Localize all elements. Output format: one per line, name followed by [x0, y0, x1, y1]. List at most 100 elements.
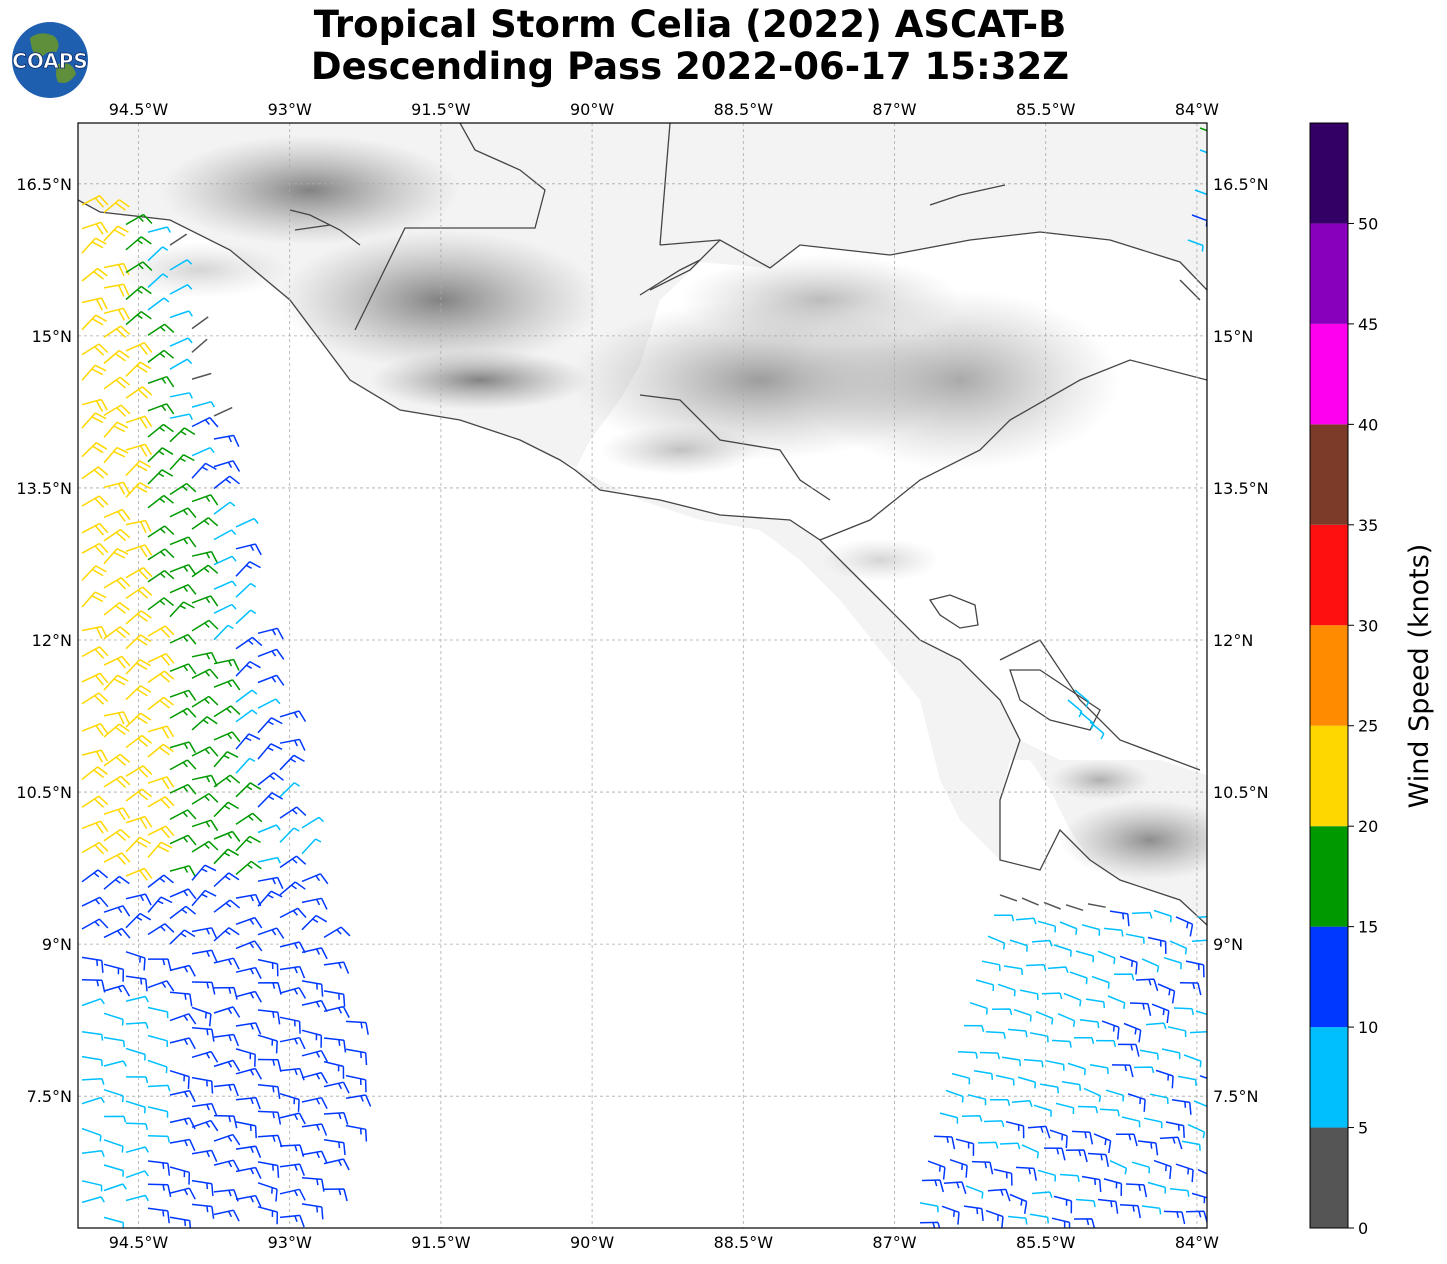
- wind-barb: [301, 1176, 325, 1192]
- wind-barb: [81, 522, 109, 536]
- wind-barb: [301, 999, 328, 1013]
- logo-text: COAPS: [12, 49, 88, 73]
- wind-barb: [345, 1074, 367, 1093]
- wind-barb: [81, 195, 109, 208]
- colorbar-tick-label: 0: [1358, 1219, 1368, 1238]
- wind-barb: [125, 788, 153, 802]
- wind-barb: [81, 442, 108, 458]
- wind-barb: [1083, 1087, 1102, 1103]
- wind-barb: [1051, 1217, 1071, 1228]
- colorbar-tick-label: 30: [1358, 616, 1378, 635]
- wind-barb: [1121, 1116, 1141, 1128]
- wind-barb: [1045, 1060, 1065, 1071]
- wind-barb: [103, 325, 131, 338]
- wind-barb: [213, 434, 240, 448]
- wind-barb: [81, 297, 108, 311]
- wind-barb: [301, 873, 329, 885]
- wind-barb: [147, 548, 175, 561]
- wind-barb: [103, 376, 131, 390]
- wind-barb: [279, 738, 306, 751]
- wind-barb: [943, 1181, 967, 1195]
- wind-barb: [1191, 939, 1207, 942]
- wind-barb: [169, 284, 193, 295]
- title-line-1: Tropical Storm Celia (2022) ASCAT-B: [313, 3, 1067, 46]
- wind-barb: [147, 1183, 172, 1198]
- wind-barb: [235, 1048, 256, 1067]
- wind-barb: [169, 783, 197, 795]
- wind-barb: [1015, 1166, 1038, 1181]
- wind-barb: [1173, 1007, 1195, 1015]
- wind-barb: [125, 1122, 149, 1131]
- wind-barb: [191, 372, 212, 380]
- wind-barb: [169, 427, 196, 443]
- wind-barb: [945, 1089, 964, 1103]
- wind-barb: [323, 961, 350, 974]
- wind-barb: [1037, 1169, 1057, 1182]
- wind-barb: [81, 956, 104, 973]
- wind-barb: [125, 1170, 149, 1179]
- wind-barb: [279, 827, 300, 843]
- wind-barb: [927, 1160, 946, 1180]
- wind-barb: [1029, 1213, 1049, 1224]
- wind-barb: [213, 1209, 240, 1222]
- wind-barb: [125, 658, 151, 675]
- wind-barb: [1059, 921, 1078, 935]
- wind-barb: [213, 679, 241, 691]
- wind-barb: [147, 743, 174, 758]
- wind-barb: [1061, 1081, 1082, 1091]
- wind-barb: [1007, 1215, 1028, 1225]
- wind-barb: [955, 1138, 975, 1156]
- wind-barb: [1193, 1100, 1207, 1108]
- wind-barb: [279, 1163, 305, 1176]
- wind-barb: [1149, 1093, 1169, 1105]
- wind-barb: [1105, 1089, 1125, 1102]
- wind-barb: [999, 894, 1018, 902]
- wind-barb: [169, 1089, 196, 1103]
- wind-barb: [191, 668, 219, 680]
- wind-barb: [125, 815, 153, 829]
- wind-barb: [103, 404, 131, 417]
- wind-barb: [279, 1214, 305, 1228]
- wind-barb: [1187, 239, 1204, 252]
- colorbar-tick-label: 5: [1358, 1119, 1368, 1138]
- colorbar-tick-label: 15: [1358, 918, 1378, 937]
- wind-barb: [125, 361, 152, 377]
- wind-barb: [235, 582, 257, 598]
- wind-barb: [213, 1189, 239, 1202]
- wind-barb: [257, 927, 285, 939]
- wind-barb: [969, 1001, 988, 1015]
- wind-barb: [977, 1141, 999, 1149]
- wind-barb: [1009, 1193, 1028, 1214]
- wind-barb: [1041, 992, 1063, 1000]
- wind-barb: [1181, 1140, 1201, 1151]
- coastlines-borders: [78, 123, 1207, 926]
- wind-barb: [235, 860, 262, 875]
- wind-barb: [103, 775, 131, 789]
- wind-barb: [1055, 1102, 1075, 1115]
- lon-tick-label-top: 94.5°W: [109, 100, 169, 119]
- wind-barb: [147, 403, 175, 415]
- wind-barb: [213, 1159, 240, 1172]
- wind-barb: [1071, 1130, 1094, 1145]
- wind-barb: [1017, 1076, 1037, 1089]
- wind-barb: [235, 1022, 262, 1035]
- wind-barb: [279, 806, 307, 819]
- wind-barb: [125, 893, 152, 906]
- wind-barb: [301, 897, 328, 910]
- wind-barb: [1069, 971, 1088, 985]
- wind-barb: [147, 653, 175, 666]
- wind-barb: [975, 979, 995, 992]
- wind-barb: [125, 836, 151, 853]
- wind-barb: [169, 337, 193, 347]
- wind-barb: [103, 349, 130, 365]
- wind-barb: [169, 1037, 196, 1050]
- wind-barb: [279, 1112, 306, 1125]
- wind-barb: [191, 1179, 214, 1197]
- lon-tick-label-top: 91.5°W: [411, 100, 471, 119]
- wind-barb: [125, 386, 153, 399]
- wind-barb: [1003, 965, 1024, 975]
- wind-barb: [1053, 944, 1072, 957]
- wind-barb: [213, 872, 240, 888]
- wind-barb: [1053, 1195, 1073, 1214]
- wind-barb: [169, 991, 193, 1007]
